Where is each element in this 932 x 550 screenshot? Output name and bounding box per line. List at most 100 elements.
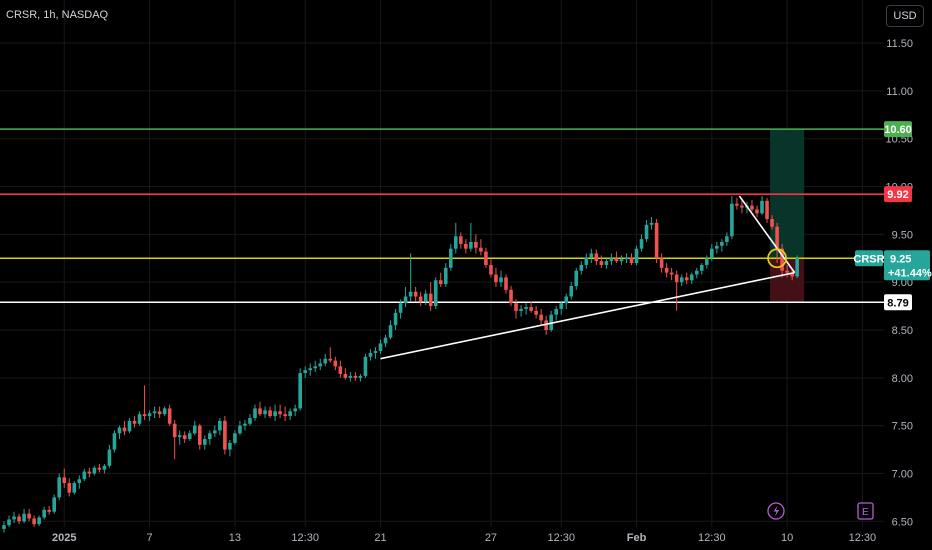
- price-tag-label: 8.79: [887, 297, 908, 309]
- candle: [77, 475, 82, 489]
- candle: [22, 508, 26, 524]
- time-tick-label: 12:30: [849, 532, 877, 544]
- price-tick-label: 8.50: [892, 325, 913, 337]
- candle: [649, 217, 654, 230]
- candle: [203, 435, 207, 450]
- svg-text:E: E: [862, 507, 869, 518]
- candle: [343, 368, 348, 380]
- candle-body: [348, 375, 353, 378]
- symbol-tag-label: CRSR: [853, 253, 884, 265]
- candle-body: [679, 277, 684, 283]
- candle-body: [2, 525, 6, 529]
- candle-body: [705, 258, 709, 265]
- price-axis[interactable]: 11.5011.0010.5010.009.509.008.508.007.50…: [885, 38, 913, 528]
- last-price-value: 9.25: [890, 253, 911, 265]
- candle-body: [313, 366, 318, 369]
- candle-body: [720, 242, 724, 246]
- candle-body: [117, 427, 122, 434]
- dividend-e-icon[interactable]: E: [857, 502, 874, 520]
- candle: [669, 267, 674, 281]
- candle-body: [167, 408, 172, 424]
- candle: [569, 282, 574, 300]
- candle-body: [790, 272, 794, 277]
- horizontal-levels[interactable]: [0, 128, 884, 304]
- candle: [223, 416, 227, 455]
- candle-body: [494, 274, 498, 283]
- candle-body: [293, 408, 297, 412]
- candle-body: [509, 289, 513, 304]
- candle-body: [740, 205, 744, 208]
- event-icons[interactable]: E: [767, 502, 874, 520]
- candle-body: [730, 203, 734, 237]
- candle: [559, 301, 564, 315]
- candle: [112, 430, 117, 453]
- candle: [735, 198, 739, 210]
- candle: [383, 334, 388, 348]
- highlight-circle[interactable]: [767, 248, 787, 269]
- candle-body: [67, 483, 72, 493]
- position-loss-zone[interactable]: [770, 258, 805, 303]
- candle-body: [223, 420, 227, 450]
- last-price-change: +41.44%: [888, 267, 932, 279]
- candle: [619, 255, 624, 265]
- candle-body: [243, 423, 247, 426]
- candle-body: [27, 513, 31, 519]
- candle: [258, 401, 262, 417]
- candle: [213, 425, 217, 438]
- candle-body: [584, 257, 589, 265]
- candle-body: [469, 242, 473, 249]
- candle-body: [624, 257, 629, 260]
- candle: [760, 196, 764, 216]
- candle: [423, 289, 428, 306]
- symbol-title[interactable]: CRSR, 1h, NASDAQ: [6, 9, 109, 21]
- candle-body: [258, 408, 262, 415]
- candle-body: [403, 296, 408, 304]
- candle-body: [378, 343, 383, 352]
- last-price-bg: [884, 250, 930, 281]
- candle-body: [288, 411, 292, 417]
- candle-body: [122, 427, 127, 432]
- candle: [102, 463, 107, 474]
- candle: [720, 239, 724, 252]
- candle-body: [674, 274, 679, 283]
- candle: [534, 306, 538, 319]
- candle-body: [52, 497, 56, 512]
- price-tick-label: 7.50: [892, 421, 913, 433]
- trendlines[interactable]: [380, 195, 796, 360]
- candle: [684, 272, 689, 285]
- candle-body: [393, 312, 398, 326]
- candle-body: [765, 200, 769, 220]
- candle-body: [77, 479, 82, 484]
- currency-button[interactable]: USD: [886, 5, 924, 27]
- candle-body: [238, 425, 242, 434]
- candle: [303, 366, 307, 378]
- candle: [253, 404, 257, 421]
- candle-body: [614, 258, 619, 262]
- trendline[interactable]: [380, 271, 795, 360]
- candle: [469, 222, 473, 252]
- candle-body: [484, 251, 488, 265]
- candle-body: [182, 435, 187, 440]
- time-tick-label: 12:30: [698, 532, 726, 544]
- candle-body: [649, 222, 654, 225]
- candle: [27, 508, 31, 522]
- candle: [67, 478, 72, 497]
- candle-body: [654, 222, 659, 259]
- candle: [765, 198, 769, 223]
- time-tick-label: 27: [485, 532, 497, 544]
- candle-body: [499, 277, 503, 283]
- earnings-lightning-icon[interactable]: [767, 502, 785, 520]
- candle-body: [107, 449, 112, 466]
- candle: [398, 299, 403, 319]
- candle-body: [147, 413, 152, 417]
- candle-body: [544, 320, 548, 330]
- price-tick-label: 7.00: [892, 468, 913, 480]
- candle-body: [192, 425, 197, 434]
- candle: [795, 255, 799, 279]
- candle: [579, 261, 584, 275]
- time-axis[interactable]: 2025 7 13 12:30 21 27 12:30 Feb 12:30 10 12:30: [52, 532, 876, 544]
- price-tick-label: 6.50: [892, 516, 913, 528]
- candle-body: [358, 375, 363, 378]
- candle-body: [22, 513, 26, 522]
